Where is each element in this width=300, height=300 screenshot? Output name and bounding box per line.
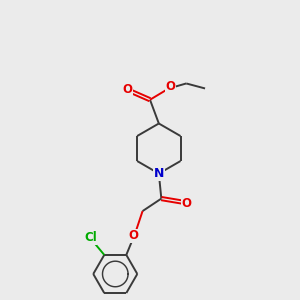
- Text: N: N: [154, 167, 164, 180]
- Text: O: O: [165, 80, 175, 94]
- Text: O: O: [123, 83, 133, 96]
- Text: O: O: [182, 197, 192, 210]
- Text: O: O: [129, 230, 139, 242]
- Text: Cl: Cl: [84, 231, 97, 244]
